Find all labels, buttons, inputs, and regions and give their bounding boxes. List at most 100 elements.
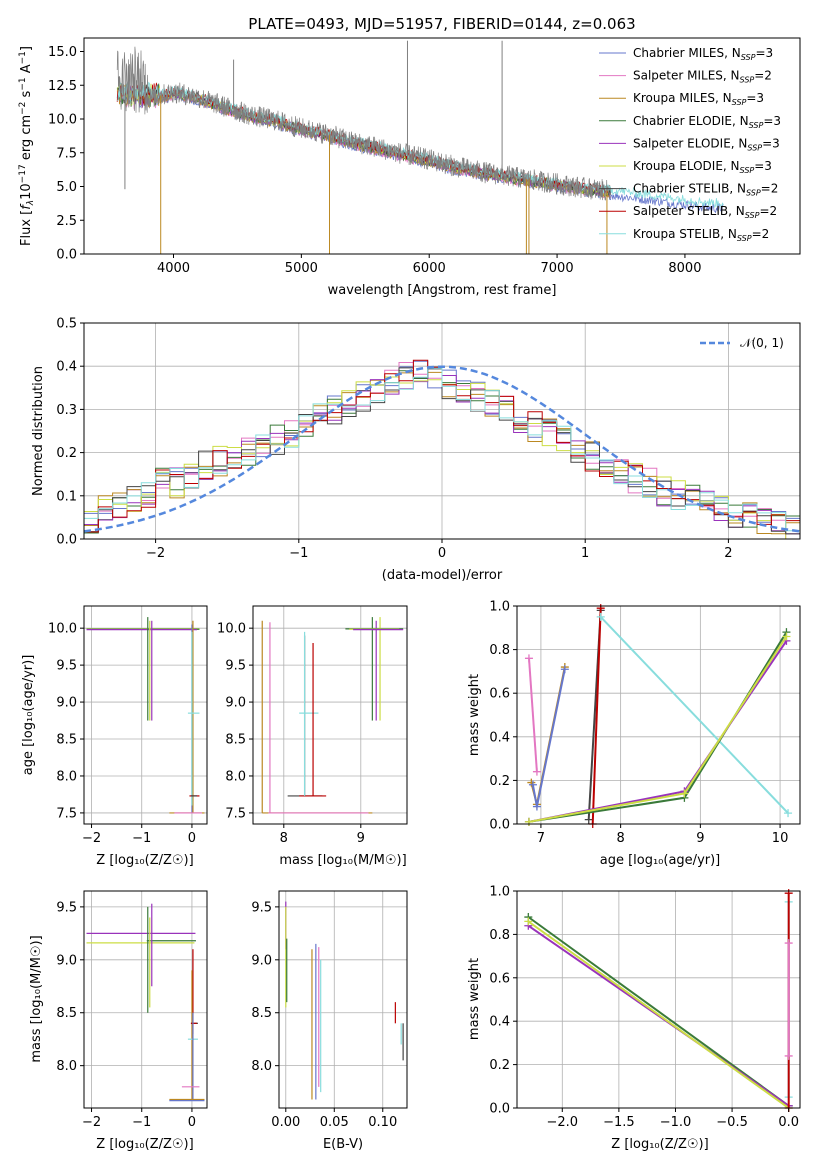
mwA-ytick-label: 0.0	[489, 818, 510, 833]
mwZ-ytick-label: 0.0	[489, 1102, 510, 1117]
legend-label: Chabrier ELODIE, NSSP=3	[633, 114, 781, 130]
mZ-ytick-label: 8.5	[56, 1006, 77, 1021]
mwZ-xtick-label: 0.0	[778, 1115, 799, 1130]
data-point-marker	[532, 767, 541, 776]
spectrum-ytick-label: 7.5	[56, 146, 77, 161]
x-axis-label: Z [log₁₀(Z/Z☉)]	[96, 1137, 193, 1152]
ageZ-xtick-label: −2	[82, 831, 101, 846]
residual-xtick-label: 0	[438, 546, 446, 561]
mwA-ytick-label: 0.6	[489, 687, 510, 702]
ageZ-ytick-label: 9.0	[56, 696, 77, 711]
spectrum-ytick-label: 5.0	[56, 180, 77, 195]
age-vs-metallicity-panel: −2 −1 0 7.5 8.0 8.5 9.0 9.5 10.0 Z [log₁₀(Z/Z☉)]…	[21, 605, 208, 868]
residual-xtick-label: 2	[724, 546, 732, 561]
mass-weight-line	[528, 658, 538, 772]
mwA-xtick-label: 8	[616, 831, 624, 846]
x-axis-label: mass [log₁₀(M/M☉)]	[279, 853, 406, 868]
residual-histogram	[84, 367, 800, 532]
data-point-marker	[532, 802, 541, 811]
ageM-ytick-label: 9.0	[225, 696, 246, 711]
spectrum-xtick-label: 8000	[668, 261, 701, 276]
data-point-marker	[784, 939, 793, 948]
x-axis-label: wavelength [Angstrom, rest frame]	[328, 283, 557, 298]
mE-xtick-label: 0.00	[271, 1115, 300, 1130]
data-point-marker	[584, 815, 593, 824]
legend-label: Kroupa ELODIE, NSSP=3	[633, 159, 772, 175]
mZ-xtick-label: 0	[188, 1115, 196, 1130]
ageM-ytick-label: 8.5	[225, 733, 246, 748]
data-point-marker	[524, 917, 533, 926]
massweight-vs-age-panel: 7 8 9 10 0.0 0.2 0.4 0.6 0.8 1.0 age [log₁₀(age/y…	[467, 600, 801, 868]
mwZ-ytick-label: 0.6	[489, 971, 510, 986]
data-point-marker	[784, 809, 793, 818]
massweight-vs-metallicity-panel: −2.0 −1.5 −1.0 −0.5 0.0 0.0 0.2 0.4 0.6 0.8 1.0 Z …	[467, 885, 801, 1152]
spectrum-ytick-label: 15.0	[48, 45, 77, 60]
spectrum-xtick-label: 4000	[157, 261, 190, 276]
x-axis-label: Z [log₁₀(Z/Z☉)]	[611, 1137, 708, 1152]
ageM-ytick-label: 8.0	[225, 769, 246, 784]
residual-ytick-label: 0.0	[56, 533, 77, 548]
mwZ-xtick-label: −2.0	[546, 1115, 578, 1130]
mZ-ytick-label: 8.0	[56, 1059, 77, 1074]
y-axis-label: mass weight	[467, 674, 482, 756]
spectrum-ytick-label: 12.5	[48, 79, 77, 94]
ageZ-ytick-label: 8.5	[56, 733, 77, 748]
legend-label: Salpeter MILES, NSSP=2	[633, 69, 772, 85]
legend: Chabrier MILES, NSSP=3 Salpeter MILES, NS…	[599, 46, 781, 243]
spectrum-panel: PLATE=0493, MJD=51957, FIBERID=0144, z=0…	[18, 15, 801, 298]
x-axis-label: (data-model)/error	[382, 568, 503, 583]
x-axis-label: E(B-V)	[323, 1137, 363, 1152]
mass-weight-line	[599, 616, 789, 814]
ageM-ytick-label: 7.5	[225, 806, 246, 821]
mE-xtick-label: 0.10	[368, 1115, 397, 1130]
residual-ytick-label: 0.2	[56, 446, 77, 461]
legend-label: Kroupa MILES, NSSP=3	[633, 91, 764, 107]
residual-ytick-label: 0.4	[56, 360, 77, 375]
age-vs-mass-panel: 8 9 7.5 8.0 8.5 9.0 9.5 10.0 mass [log₁₀(M/M☉)]	[217, 605, 408, 868]
mass-weight-line	[591, 608, 602, 825]
ageZ-ytick-label: 10.0	[48, 622, 77, 637]
ageZ-ytick-label: 8.0	[56, 769, 77, 784]
mZ-ytick-label: 9.0	[56, 953, 77, 968]
mwA-ytick-label: 0.4	[489, 730, 510, 745]
mwA-ytick-label: 0.2	[489, 774, 510, 789]
mass-weight-line	[527, 916, 790, 1107]
legend-label: Salpeter ELODIE, NSSP=3	[633, 136, 780, 152]
mwZ-ytick-label: 0.8	[489, 928, 510, 943]
data-point-marker	[528, 780, 537, 789]
chart-title: PLATE=0493, MJD=51957, FIBERID=0144, z=0…	[248, 15, 635, 33]
y-axis-label: age [log₁₀(age/yr)]	[21, 655, 36, 776]
mZ-xtick-label: −1	[132, 1115, 151, 1130]
mwZ-xtick-label: −1.0	[660, 1115, 692, 1130]
spectrum-ytick-label: 0.0	[56, 248, 77, 263]
mE-xtick-label: 0.05	[320, 1115, 349, 1130]
residual-ytick-label: 0.3	[56, 403, 77, 418]
legend-label: Kroupa STELIB, NSSP=2	[633, 227, 769, 243]
spectrum-ytick-label: 2.5	[56, 214, 77, 229]
data-point-marker	[784, 1051, 793, 1060]
spectrum-plot-area	[116, 40, 724, 254]
ageM-xtick-label: 8	[280, 831, 288, 846]
legend-normal-label: 𝒩(0, 1)	[740, 336, 784, 350]
residual-histograms	[83, 359, 801, 540]
data-point-marker	[782, 632, 791, 641]
legend-label: Chabrier MILES, NSSP=3	[633, 46, 773, 62]
mwA-xtick-label: 7	[537, 831, 545, 846]
residual-ytick-label: 0.5	[56, 317, 77, 332]
ageZ-xtick-label: 0	[188, 831, 196, 846]
x-axis-label: age [log₁₀(age/yr)]	[600, 853, 721, 868]
data-point-marker	[524, 654, 533, 663]
mZ-ytick-label: 9.5	[56, 900, 77, 915]
mwZ-xtick-label: −1.5	[603, 1115, 635, 1130]
mZ-xtick-label: −2	[82, 1115, 101, 1130]
mwZ-ytick-label: 0.2	[489, 1058, 510, 1073]
data-point-marker	[560, 665, 569, 674]
spectrum-data-line	[116, 46, 611, 201]
data-point-marker	[596, 612, 605, 621]
mE-ytick-label: 9.5	[251, 900, 272, 915]
legend-label: Chabrier STELIB, NSSP=2	[633, 182, 778, 198]
mE-ytick-label: 9.0	[251, 953, 272, 968]
residual-xtick-label: −1	[289, 546, 308, 561]
residual-xtick-label: 1	[581, 546, 589, 561]
legend-label: Salpeter STELIB, NSSP=2	[633, 204, 777, 220]
